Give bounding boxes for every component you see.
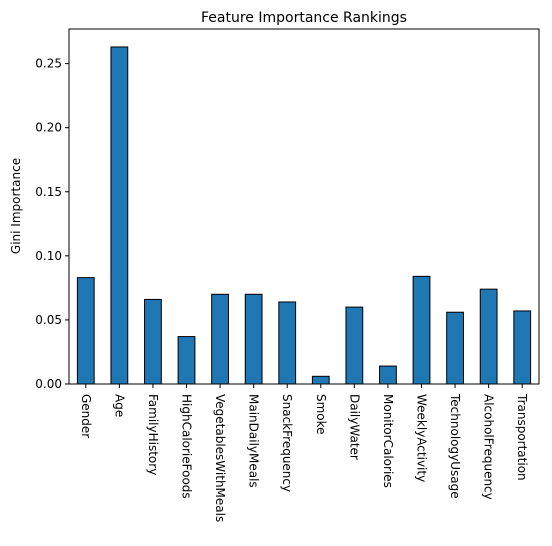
bar-dailywater [345,306,364,385]
x-tick-label: Transportation [515,393,529,481]
bar-weeklyactivity [412,275,431,385]
x-tick-label: DailyWater [347,394,361,460]
x-tick-label: MainDailyMeals [247,394,261,488]
y-tick-label: 0.20 [35,121,62,135]
x-tick-label: TechnologyUsage [448,393,462,499]
x-tick-label: FamilyHistory [146,394,160,475]
x-tick-label: Gender [79,394,93,438]
y-axis-label: Gini Importance [9,158,23,254]
bar-technologyusage [446,311,464,385]
bar-familyhistory [144,298,162,385]
y-tick-label: 0.25 [35,57,62,71]
y-tick-label: 0.00 [35,377,62,391]
bar-gender [76,277,95,385]
x-tick-label: MonitorCalories [381,394,395,488]
bars-group [76,46,532,385]
bar-age [110,46,129,385]
bar-maindailymeals [244,293,263,385]
y-axis: 0.00 0.05 0.10 0.15 0.20 0.25 [35,57,69,391]
bar-smoke [311,375,330,385]
x-tick-label: SnackFrequency [280,394,294,492]
x-tick-label: HighCalorieFoods [180,394,194,499]
y-tick-label: 0.05 [35,313,62,327]
y-tick-label: 0.15 [35,185,62,199]
x-tick-label: AlcoholFrequency [482,394,496,500]
bar-transportation [513,310,532,385]
plot-frame [68,28,540,385]
bar-alcoholfrequency [479,288,498,385]
x-tick-label: Age [112,394,126,417]
x-tick-label: VegetablesWithMeals [213,394,227,522]
bar-monitorcalories [379,365,397,385]
bar-snackfrequency [278,301,297,385]
bar-highcaloriefoods [177,336,196,385]
y-tick-label: 0.10 [35,249,62,263]
x-tick-label: WeeklyActivity [415,394,429,482]
x-tick-label: Smoke [314,394,328,435]
x-axis: Gender Age FamilyHistory HighCalorieFoods Ve… [79,384,529,522]
chart-title: Feature Importance Rankings [201,10,407,26]
bar-vegetableswithmeals [211,293,229,385]
